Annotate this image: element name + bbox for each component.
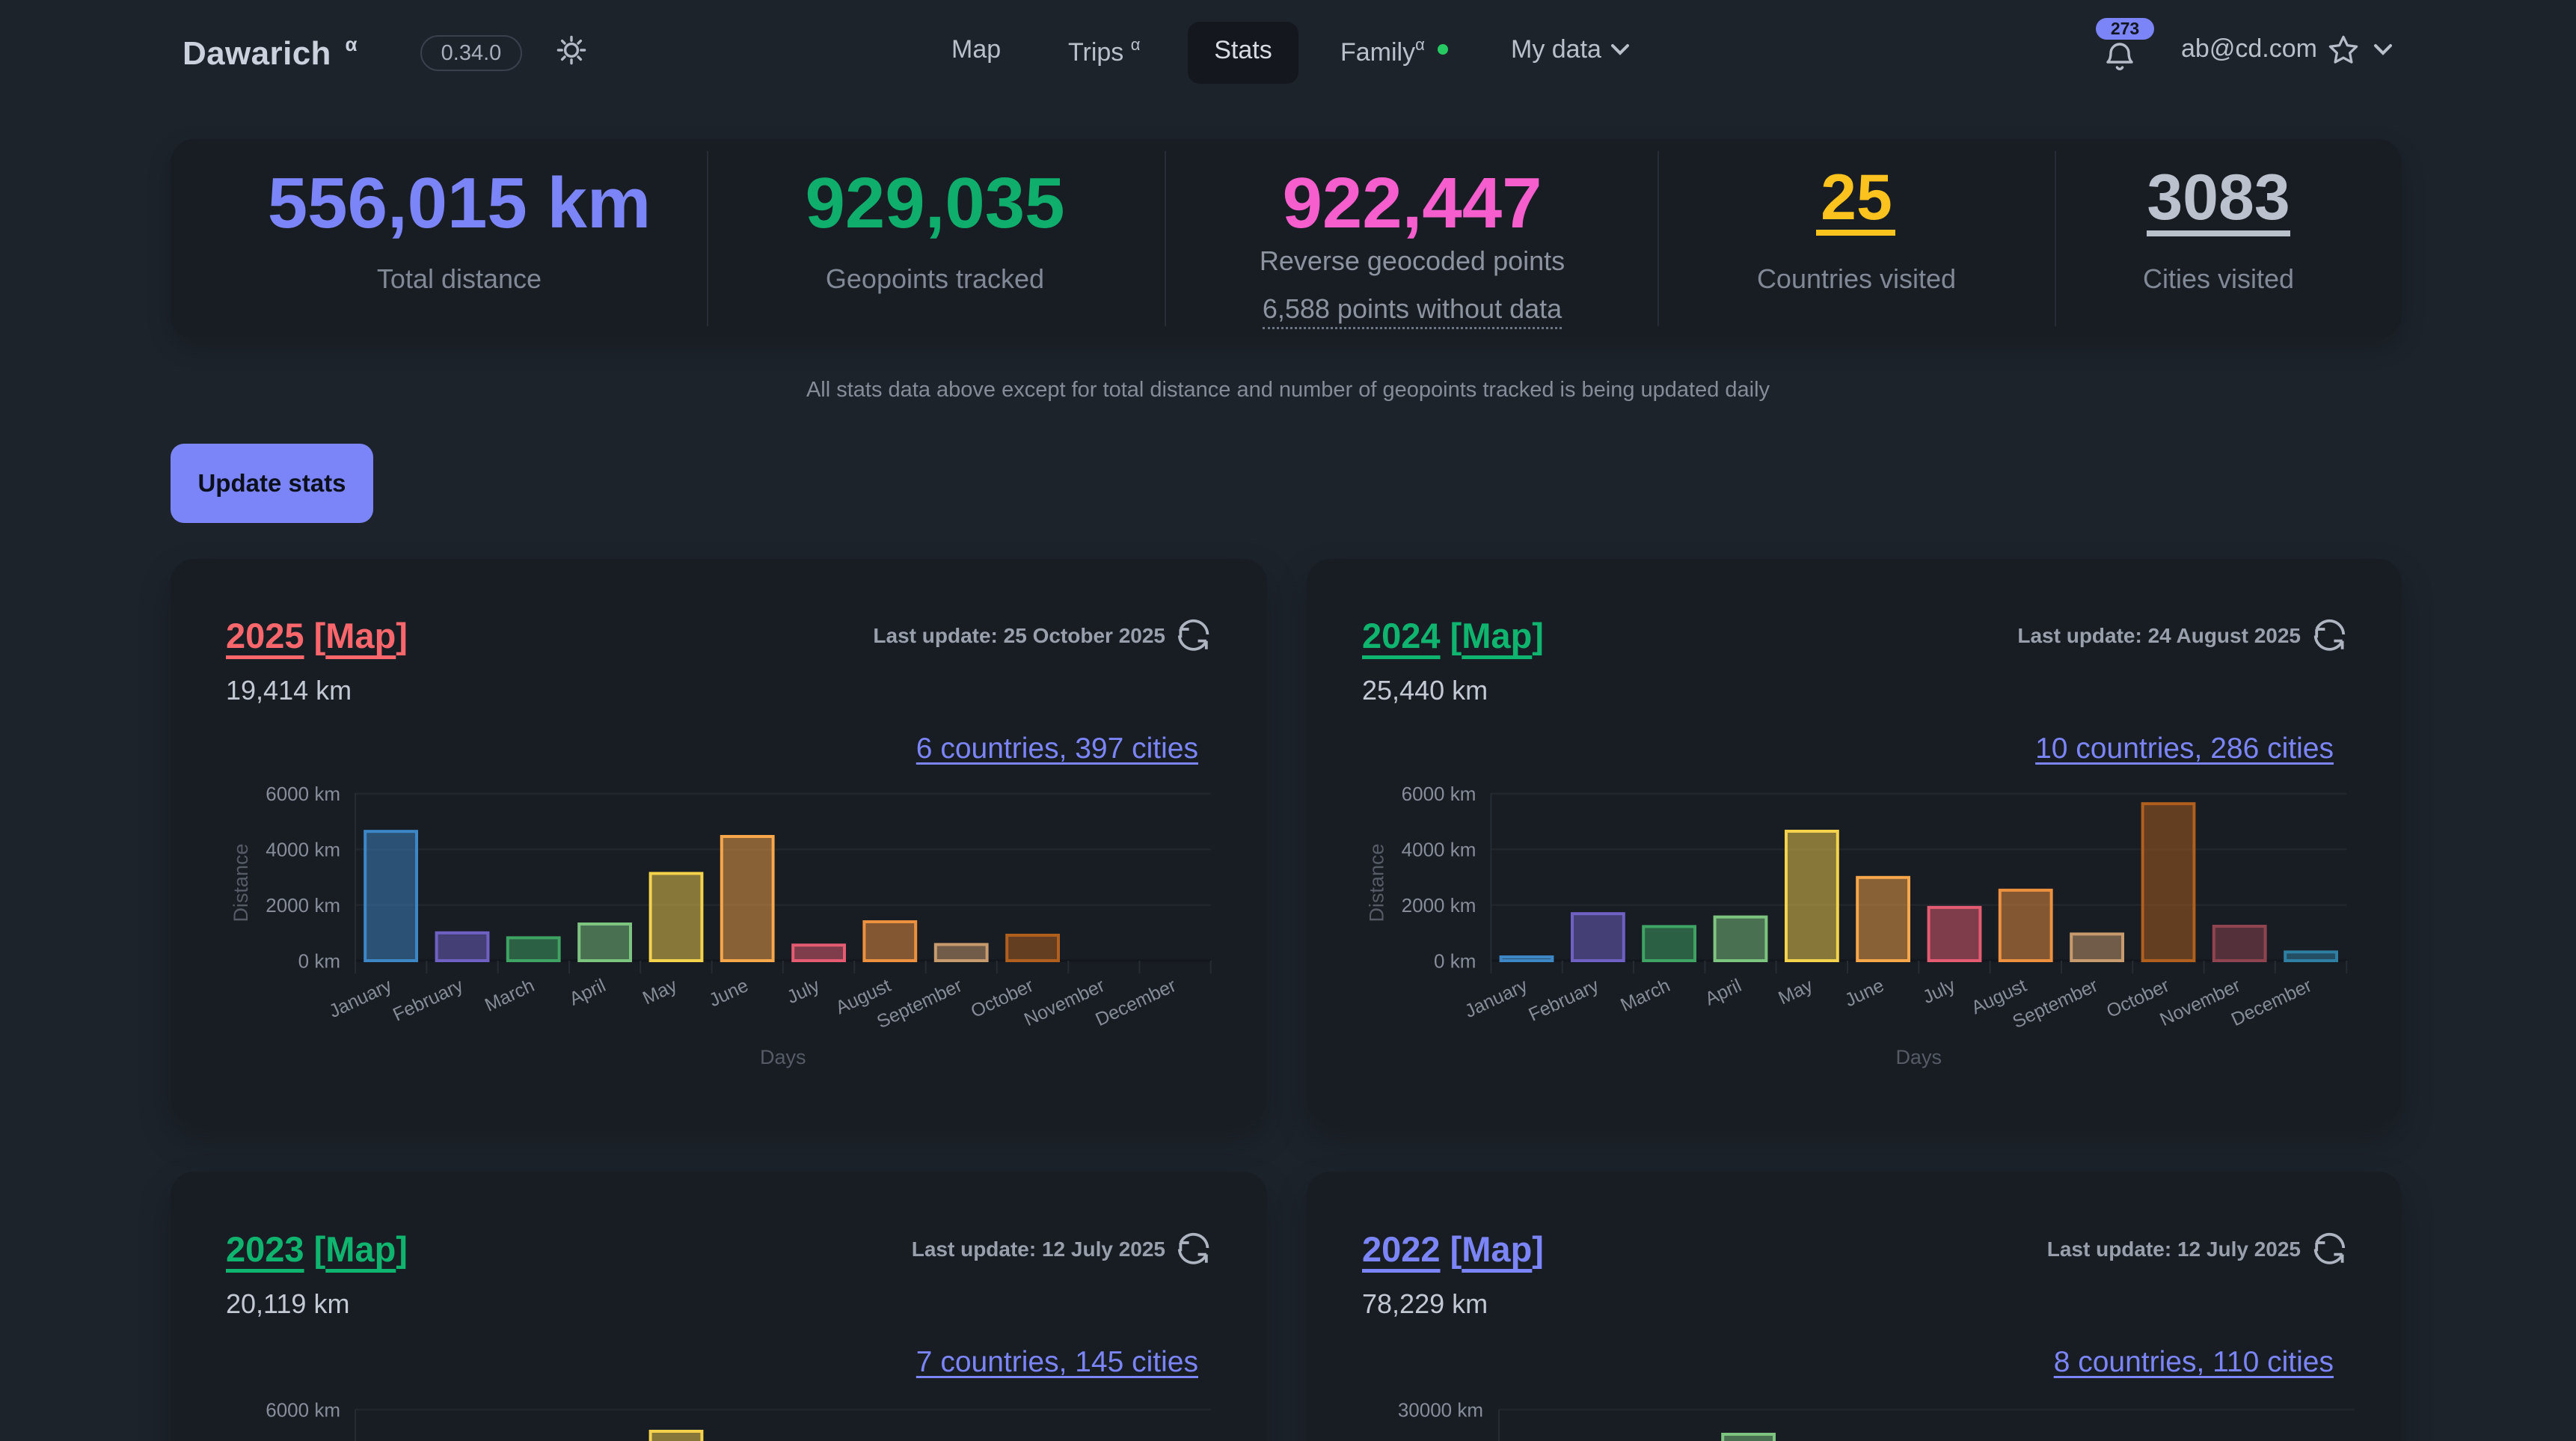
svg-text:Days: Days (760, 1046, 806, 1068)
svg-text:January: January (1462, 975, 1531, 1022)
svg-text:2000 km: 2000 km (1402, 894, 1476, 917)
svg-text:4000 km: 4000 km (266, 839, 340, 861)
svg-text:June: June (1841, 975, 1887, 1011)
svg-text:2000 km: 2000 km (266, 894, 340, 917)
svg-text:0 km: 0 km (298, 949, 340, 972)
svg-text:June: June (706, 975, 752, 1011)
svg-text:April: April (1702, 975, 1744, 1010)
svg-text:Distance: Distance (230, 843, 252, 922)
svg-text:Days: Days (1895, 1046, 1942, 1068)
svg-text:February: February (390, 975, 467, 1026)
svg-text:4000 km: 4000 km (1402, 839, 1476, 861)
svg-text:December: December (2228, 975, 2315, 1030)
svg-text:6000 km: 6000 km (266, 783, 340, 805)
svg-text:March: March (1617, 975, 1673, 1016)
svg-text:May: May (1775, 975, 1816, 1009)
svg-text:0 km: 0 km (1434, 949, 1476, 972)
svg-text:December: December (1092, 975, 1179, 1030)
svg-text:November: November (2156, 975, 2243, 1030)
svg-text:6000 km: 6000 km (266, 1398, 340, 1421)
svg-text:February: February (1525, 975, 1602, 1026)
svg-text:May: May (640, 975, 681, 1009)
svg-text:6000 km: 6000 km (1402, 783, 1476, 805)
svg-text:April: April (566, 975, 609, 1010)
svg-text:March: March (482, 975, 538, 1016)
svg-text:January: January (326, 975, 396, 1022)
svg-text:30000 km: 30000 km (1398, 1398, 1483, 1421)
svg-text:Distance: Distance (1365, 843, 1387, 922)
svg-text:November: November (1021, 975, 1108, 1030)
svg-text:July: July (1919, 975, 1959, 1008)
svg-text:July: July (784, 975, 824, 1008)
